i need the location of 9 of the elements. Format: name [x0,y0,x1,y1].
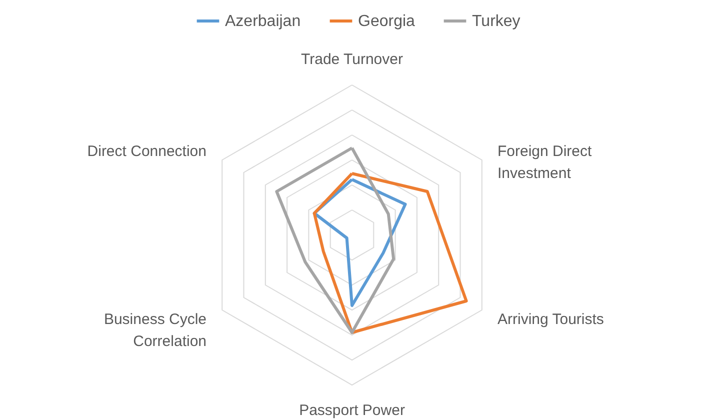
legend-label: Azerbaijan [225,13,301,30]
legend-label: Turkey [472,13,520,30]
spoke-label: Passport Power [299,402,405,419]
spoke-label: Foreign Direct Investment [497,143,593,182]
spoke-label: Business Cycle Correlation [104,311,207,350]
spoke-label: Trade Turnover [301,51,403,68]
legend-label: Georgia [358,13,416,30]
spoke-label: Arriving Tourists [497,311,604,328]
spoke-label: Direct Connection [87,143,207,160]
